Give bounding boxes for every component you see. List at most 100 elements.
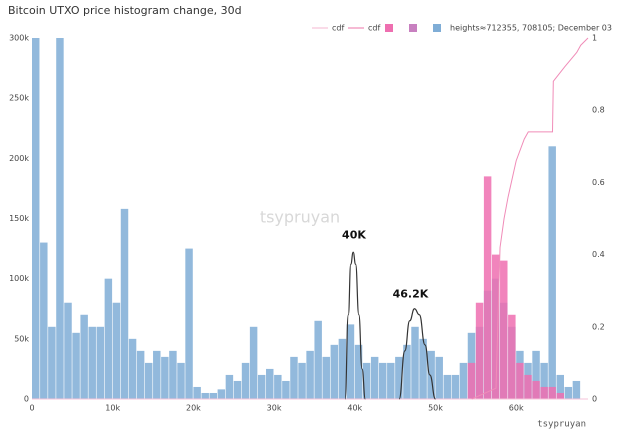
credit: tsypruyan	[537, 420, 586, 430]
bar	[233, 380, 242, 399]
bar	[201, 392, 209, 399]
legend-swatch	[409, 24, 417, 32]
bar	[403, 344, 411, 399]
y2-tick-label: 1	[592, 34, 597, 43]
x-tick-label: 60k	[509, 404, 524, 413]
bar	[411, 326, 419, 399]
x-tick-label: 40k	[347, 404, 362, 413]
y2-tick-label: 0.4	[592, 250, 605, 259]
legend-swatch	[433, 24, 441, 32]
bar	[556, 392, 564, 399]
bar	[346, 324, 355, 399]
bar	[564, 386, 573, 399]
bar	[96, 326, 105, 399]
y-tick-label: 0	[24, 395, 29, 404]
fit-curve	[344, 251, 366, 400]
bar	[467, 362, 476, 399]
bar	[427, 350, 435, 399]
bar	[48, 326, 56, 399]
bar	[548, 386, 556, 399]
bar	[524, 374, 532, 399]
bar	[516, 362, 524, 399]
annotation: 40K	[342, 228, 366, 241]
bar	[419, 338, 427, 399]
bar	[266, 368, 274, 399]
bar	[532, 350, 540, 399]
y-tick-label: 250k	[9, 94, 29, 103]
annotation: 46.2K	[393, 287, 429, 300]
fit-curve	[398, 308, 437, 400]
bar	[378, 362, 387, 399]
bar	[475, 302, 484, 399]
bar	[249, 326, 258, 399]
bar	[556, 374, 564, 399]
bar	[185, 248, 193, 399]
bar	[451, 374, 460, 399]
bar	[120, 208, 129, 399]
bar	[217, 389, 226, 399]
legend-swatch	[385, 24, 393, 32]
bar	[338, 338, 347, 399]
bar	[298, 362, 306, 399]
bar	[104, 278, 113, 399]
bar	[274, 374, 282, 399]
y-tick-label: 200k	[9, 154, 29, 163]
bar	[40, 242, 48, 399]
bar	[282, 380, 290, 399]
cdf-line	[471, 37, 589, 400]
bar	[161, 356, 169, 399]
x-tick-label: 20k	[186, 404, 201, 413]
bar	[330, 344, 339, 399]
bar	[387, 362, 395, 399]
bar	[193, 386, 201, 399]
bar	[128, 338, 137, 399]
bar	[136, 350, 145, 399]
chart-title: Bitcoin UTXO price histogram change, 30d	[8, 4, 242, 17]
bar	[314, 320, 322, 399]
y-tick-label: 300k	[9, 34, 29, 43]
bar	[508, 314, 516, 399]
watermark: tsypruyan	[260, 208, 340, 227]
bar	[80, 314, 88, 399]
bar	[88, 326, 96, 399]
bar	[443, 374, 452, 399]
bar	[532, 380, 540, 399]
bar	[435, 356, 443, 399]
bar	[306, 350, 314, 399]
bar	[241, 362, 250, 399]
bar	[572, 380, 581, 399]
bar	[72, 332, 80, 399]
x-tick-label: 10k	[105, 404, 120, 413]
y2-tick-label: 0.6	[592, 178, 605, 187]
bar	[177, 362, 185, 399]
bar	[483, 176, 492, 399]
bar	[209, 392, 218, 399]
y2-tick-label: 0.8	[592, 106, 605, 115]
bar	[112, 302, 121, 399]
x-tick-label: 50k	[428, 404, 443, 413]
bar	[500, 260, 508, 399]
bar	[225, 374, 234, 399]
bar	[540, 362, 548, 399]
y-tick-label: 150k	[9, 214, 29, 223]
x-tick-label: 0	[29, 404, 34, 413]
bar	[362, 362, 371, 399]
bar	[459, 362, 468, 399]
bar	[32, 38, 40, 399]
bar	[144, 362, 153, 399]
y2-tick-label: 0	[592, 395, 597, 404]
legend-label: cdf	[368, 24, 380, 33]
bar	[56, 38, 64, 399]
y-tick-label: 100k	[9, 274, 29, 283]
bar	[64, 302, 72, 399]
bar	[354, 344, 363, 399]
bar	[322, 356, 330, 399]
legend-label: cdf	[332, 24, 344, 33]
bar	[370, 356, 379, 399]
legend-label: heights≈712355, 708105; December 03	[450, 24, 612, 33]
y2-tick-label: 0.2	[592, 322, 605, 331]
bar	[290, 356, 298, 399]
bar	[153, 350, 161, 399]
y-tick-label: 50k	[14, 334, 29, 343]
